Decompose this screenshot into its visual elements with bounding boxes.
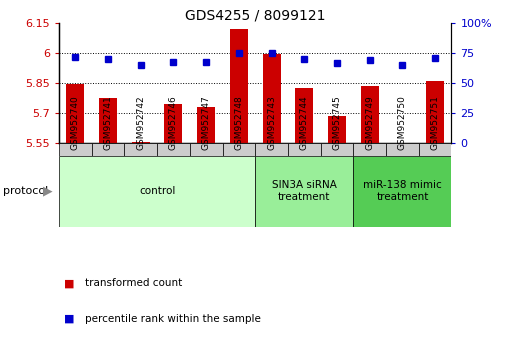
Bar <box>66 84 84 143</box>
Bar <box>288 143 321 156</box>
Bar <box>190 143 223 156</box>
Text: GSM952747: GSM952747 <box>202 95 211 149</box>
Text: GSM952748: GSM952748 <box>234 95 243 149</box>
Bar <box>328 116 346 143</box>
Bar <box>426 81 444 143</box>
Text: control: control <box>139 186 175 196</box>
Bar <box>230 29 248 143</box>
Bar <box>59 156 255 227</box>
Text: GSM952749: GSM952749 <box>365 95 374 149</box>
Bar <box>419 143 451 156</box>
Text: ■: ■ <box>64 278 74 288</box>
Bar <box>353 156 451 227</box>
Bar <box>157 143 190 156</box>
Text: protocol: protocol <box>3 186 48 196</box>
Text: GSM952744: GSM952744 <box>300 95 309 149</box>
Bar <box>386 143 419 156</box>
Text: GSM952750: GSM952750 <box>398 95 407 149</box>
Bar <box>59 143 92 156</box>
Bar <box>165 104 183 143</box>
Text: GSM952742: GSM952742 <box>136 95 145 149</box>
Text: GDS4255 / 8099121: GDS4255 / 8099121 <box>185 9 325 23</box>
Text: GSM952743: GSM952743 <box>267 95 276 149</box>
Text: percentile rank within the sample: percentile rank within the sample <box>85 314 261 324</box>
Text: GSM952746: GSM952746 <box>169 95 178 149</box>
Text: GSM952745: GSM952745 <box>332 95 342 149</box>
Text: SIN3A siRNA
treatment: SIN3A siRNA treatment <box>272 180 337 202</box>
Text: miR-138 mimic
treatment: miR-138 mimic treatment <box>363 180 442 202</box>
Text: GSM952751: GSM952751 <box>430 95 440 149</box>
Bar <box>255 156 353 227</box>
Text: transformed count: transformed count <box>85 278 182 288</box>
Bar <box>295 88 313 143</box>
Bar <box>263 54 281 143</box>
Bar <box>124 143 157 156</box>
Bar <box>361 86 379 143</box>
Bar <box>197 107 215 143</box>
Bar <box>353 143 386 156</box>
Bar <box>255 143 288 156</box>
Text: ▶: ▶ <box>43 185 52 198</box>
Bar <box>99 98 117 143</box>
Bar <box>92 143 125 156</box>
Bar <box>132 142 150 143</box>
Text: ■: ■ <box>64 314 74 324</box>
Bar <box>223 143 255 156</box>
Bar <box>321 143 353 156</box>
Text: GSM952740: GSM952740 <box>71 95 80 149</box>
Text: GSM952741: GSM952741 <box>104 95 112 149</box>
